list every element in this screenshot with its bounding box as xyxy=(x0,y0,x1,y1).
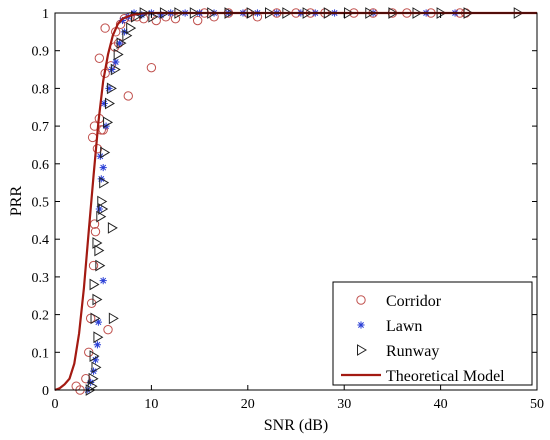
corridor-point xyxy=(94,53,105,63)
legend-label: Lawn xyxy=(386,318,422,335)
corridor-point xyxy=(192,15,203,26)
y-tick-label: 1 xyxy=(42,7,49,22)
runway-point xyxy=(107,222,118,234)
lawn-point xyxy=(100,99,108,108)
lawn-point xyxy=(157,11,165,19)
y-tick-label: 0.9 xyxy=(32,45,50,60)
runway-point xyxy=(88,372,99,385)
runway-point xyxy=(93,331,104,344)
legend-marker-swatch xyxy=(357,321,365,329)
runway-point xyxy=(92,237,103,249)
y-tick-label: 0.3 xyxy=(32,271,50,286)
runway-point xyxy=(98,203,109,215)
runway-point xyxy=(116,37,127,50)
legend-label: Theoretical Model xyxy=(386,368,505,385)
lawn-point xyxy=(108,65,116,74)
corridor-point xyxy=(90,226,101,237)
runway-point xyxy=(90,312,101,325)
runway-point xyxy=(99,176,110,189)
x-axis: 0 10 20 30 40 50 xyxy=(52,13,544,412)
lawn-point xyxy=(105,84,113,92)
lawn-point xyxy=(138,11,146,19)
legend-item-runway: Runway xyxy=(357,343,439,360)
runway-point xyxy=(104,97,115,110)
runway-point xyxy=(100,146,111,159)
y-tick-label: 0.6 xyxy=(32,158,50,173)
runway-point xyxy=(108,312,119,325)
lawn-point xyxy=(99,277,107,285)
runway-point xyxy=(113,48,124,61)
lawn-point xyxy=(95,205,103,213)
corridor-point xyxy=(88,260,99,271)
legend: Corridor Lawn Runway Theoretical Model xyxy=(332,281,533,386)
y-tick-label: 0.7 xyxy=(32,120,50,135)
y-tick-label: 0 xyxy=(42,384,49,399)
x-tick-label: 10 xyxy=(144,397,158,412)
x-tick-label: 30 xyxy=(337,397,351,412)
y-tick-label: 0.5 xyxy=(32,196,50,211)
lawn-point xyxy=(91,356,100,364)
runway-point xyxy=(95,259,106,272)
runway-point xyxy=(97,195,108,208)
y-axis-title: PRR xyxy=(8,186,25,217)
runway-point xyxy=(106,82,117,95)
legend-item-theoretical-model: Theoretical Model xyxy=(341,368,505,385)
corridor-point xyxy=(81,373,91,384)
x-tick-label: 50 xyxy=(530,397,544,412)
corridor-point xyxy=(100,23,110,33)
legend-item-lawn: Lawn xyxy=(357,318,422,335)
y-axis: 0 0.1 0.2 0.3 0.4 0.5 0.6 0.7 0.8 0.9 1 xyxy=(32,7,537,399)
corridor-point xyxy=(103,324,113,335)
runway-point xyxy=(91,361,102,374)
y-tick-label: 0.2 xyxy=(32,309,50,324)
lawn-point xyxy=(115,39,124,47)
runway-point xyxy=(96,210,107,223)
runway-point xyxy=(148,10,159,23)
legend-marker-swatch xyxy=(356,295,366,305)
lawn-point xyxy=(112,58,120,66)
lawn-point xyxy=(99,163,107,172)
runway-point xyxy=(110,63,121,76)
lawn-point xyxy=(94,318,102,326)
legend-marker-swatch xyxy=(357,344,367,356)
runway-point xyxy=(126,22,137,34)
x-axis-title: SNR (dB) xyxy=(264,417,328,434)
x-tick-label: 0 xyxy=(52,397,59,412)
series-runway xyxy=(85,7,524,396)
runway-point xyxy=(92,293,103,306)
corridor-point xyxy=(170,13,181,24)
corridor-point xyxy=(123,91,133,101)
x-tick-label: 40 xyxy=(434,397,448,412)
legend-box xyxy=(332,281,533,386)
corridor-point xyxy=(146,62,157,73)
runway-point xyxy=(89,350,100,362)
legend-label: Runway xyxy=(386,343,439,360)
lawn-point xyxy=(118,16,127,25)
runway-point xyxy=(94,244,105,257)
x-tick-label: 20 xyxy=(241,397,255,412)
legend-item-corridor: Corridor xyxy=(356,293,442,310)
y-tick-label: 0.8 xyxy=(32,82,50,97)
lawn-point xyxy=(93,341,102,349)
runway-point xyxy=(89,278,100,291)
y-tick-label: 0.4 xyxy=(32,233,50,248)
runway-point xyxy=(103,116,114,129)
y-tick-label: 0.1 xyxy=(32,346,50,361)
runway-point xyxy=(87,380,98,393)
legend-label: Corridor xyxy=(386,293,442,310)
